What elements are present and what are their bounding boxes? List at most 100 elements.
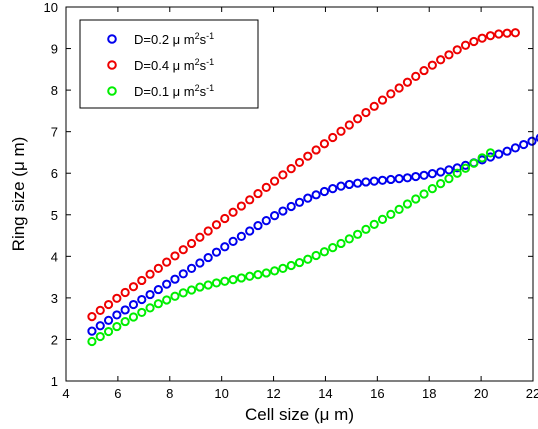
data-point-blue (162, 279, 172, 289)
data-point-red (336, 126, 346, 136)
data-point-red (427, 60, 437, 70)
data-point-red (87, 311, 97, 322)
data-point-red (236, 201, 246, 211)
data-point-green (328, 243, 338, 253)
data-point-blue (228, 236, 238, 246)
legend-entry-red-main: D=0.4 μ m (134, 58, 195, 73)
data-point-blue (253, 220, 263, 231)
data-point-red (162, 257, 172, 267)
data-point-green (203, 280, 213, 290)
data-point-blue (95, 321, 105, 331)
data-point-red (294, 157, 305, 168)
data-point-green (344, 234, 354, 244)
data-point-blue (519, 139, 529, 150)
data-point-blue (369, 176, 379, 186)
data-point-red (469, 36, 479, 47)
data-point-green (112, 321, 122, 332)
data-point-blue (319, 186, 330, 197)
data-point-blue (402, 173, 413, 183)
legend-entry-blue-exp2: -1 (206, 31, 214, 41)
data-point-blue (436, 167, 446, 177)
data-point-green (87, 336, 97, 347)
data-point-blue (527, 136, 537, 146)
data-point-blue (535, 133, 538, 142)
y-tick-label: 7 (51, 125, 58, 140)
y-tick-label: 6 (51, 166, 58, 181)
data-point-red (510, 28, 520, 38)
data-point-blue (377, 175, 388, 185)
data-point-green (128, 312, 139, 322)
plot-frame (65, 6, 534, 382)
data-point-red (220, 213, 230, 224)
data-point-blue (137, 294, 147, 305)
data-point-blue (303, 193, 313, 203)
data-point-green (269, 266, 280, 276)
data-point-green (286, 260, 296, 271)
data-point-blue (361, 177, 371, 187)
x-tick-label: 14 (318, 386, 332, 401)
data-point-green (236, 273, 246, 283)
y-tick-label: 2 (51, 332, 58, 347)
data-point-red (195, 232, 205, 242)
data-point-blue (128, 299, 139, 310)
data-point-red (261, 182, 271, 192)
data-point-red (120, 287, 130, 298)
data-point-green (178, 288, 188, 298)
data-point-blue (353, 178, 363, 188)
data-point-blue (311, 190, 321, 200)
data-point-green (353, 229, 363, 239)
data-point-blue (112, 310, 122, 320)
legend-entry-green-mid: s (200, 84, 207, 99)
legend-entry-red-exp2: -1 (206, 57, 214, 67)
data-point-green (402, 199, 413, 209)
data-point-blue (103, 315, 114, 325)
data-point-blue (411, 171, 421, 182)
data-point-blue (460, 160, 471, 170)
data-point-blue (502, 146, 512, 156)
data-point-red (112, 293, 122, 303)
data-point-green (477, 153, 487, 163)
data-point-green (436, 179, 446, 189)
y-tick-label: 4 (51, 249, 58, 264)
legend-entry-green: D=0.1 μ m2s-1 (134, 83, 214, 99)
data-point-green (103, 326, 114, 337)
data-point-blue (236, 231, 246, 241)
data-point-red (444, 50, 454, 60)
legend-entry-blue-exp1: 2 (195, 31, 200, 41)
x-tick-label: 4 (62, 386, 69, 401)
legend-marker-blue (107, 34, 117, 44)
data-point-green (452, 168, 462, 178)
data-point-red (394, 83, 404, 93)
data-point-green (460, 163, 471, 173)
data-point-green (444, 174, 454, 184)
x-tick-label: 12 (266, 386, 280, 401)
y-tick-label: 10 (44, 0, 58, 15)
data-point-blue (328, 184, 338, 194)
data-point-green (294, 257, 305, 268)
data-point-green (319, 247, 330, 257)
data-point-red (402, 77, 413, 87)
data-point-blue (170, 274, 180, 284)
data-point-blue (178, 269, 188, 279)
data-point-green (145, 303, 155, 313)
data-point-red (186, 238, 197, 249)
data-point-blue (419, 170, 429, 180)
data-point-green (394, 204, 404, 214)
data-point-blue (452, 163, 462, 173)
x-tick-label: 8 (166, 386, 173, 401)
data-point-green (170, 291, 180, 301)
data-point-green (411, 194, 421, 204)
data-point-blue (344, 179, 354, 190)
data-point-red (103, 299, 114, 310)
data-point-red (170, 251, 180, 261)
data-point-green (303, 254, 313, 264)
data-point-red (95, 305, 105, 315)
data-point-red (278, 170, 288, 180)
data-point-green (311, 250, 321, 261)
data-point-red (269, 176, 280, 186)
data-point-red (245, 195, 255, 205)
data-point-red (153, 263, 163, 273)
data-point-green (95, 331, 105, 342)
data-point-red (145, 269, 155, 279)
